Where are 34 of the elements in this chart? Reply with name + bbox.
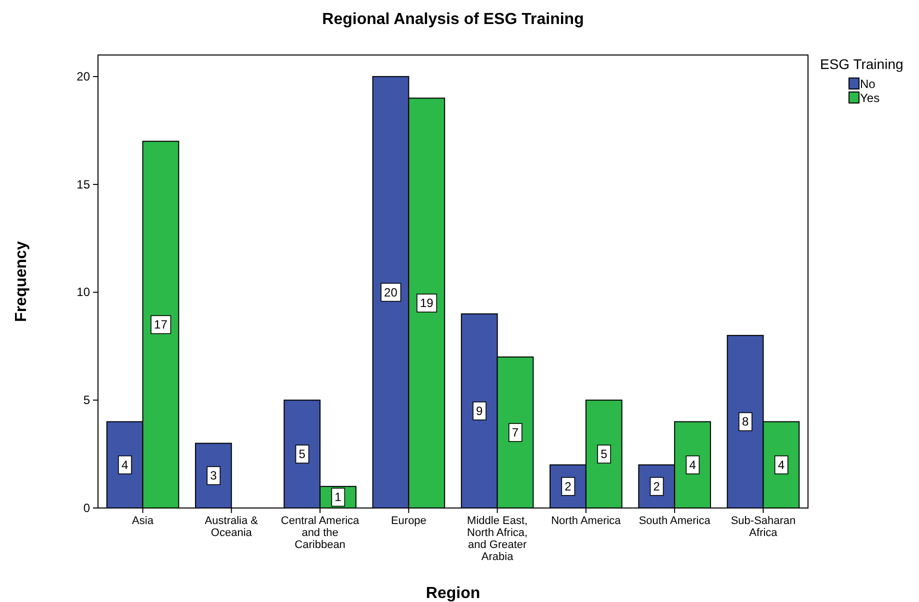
data-label: 3 — [210, 468, 218, 483]
y-tick-label: 15 — [76, 177, 90, 192]
data-label: 2 — [564, 479, 572, 494]
x-axis-title: Region — [426, 585, 480, 602]
x-tick-label: Australia & Oceania — [204, 514, 259, 539]
data-label: 8 — [742, 414, 749, 429]
x-tick-label: Sub-Saharan Africa — [730, 514, 796, 539]
x-tick-label: Central America and the Caribbean — [280, 514, 360, 552]
legend-label: Yes — [860, 91, 880, 105]
legend-title: ESG Training — [820, 56, 904, 72]
y-axis-title: Frequency — [13, 240, 30, 322]
data-label: 7 — [512, 426, 519, 440]
y-tick-label: 20 — [76, 69, 90, 84]
x-tick-label: South America — [638, 514, 712, 527]
x-tick-label: Asia — [132, 514, 154, 527]
y-tick-label: 5 — [83, 392, 90, 407]
data-label: 1 — [334, 490, 342, 504]
y-tick-label: 10 — [76, 285, 90, 300]
x-tick-label: Europe — [390, 514, 426, 527]
x-tick-label: Middle East, North Africa, and Greater Arabia — [467, 514, 528, 564]
y-tick-label: 0 — [83, 500, 90, 515]
x-tick-label: North America — [551, 514, 622, 527]
data-label: 17 — [154, 318, 168, 332]
legend-label: No — [860, 77, 876, 91]
data-label: 9 — [476, 404, 484, 418]
data-label: 5 — [600, 447, 608, 462]
data-label: 4 — [778, 458, 785, 472]
chart-title: Regional Analysis of ESG Training — [322, 11, 584, 28]
data-label: 4 — [689, 458, 696, 472]
data-label: 19 — [420, 296, 434, 310]
data-label: 4 — [121, 458, 128, 472]
data-label: 20 — [384, 285, 398, 300]
data-label: 5 — [298, 447, 306, 462]
data-label: 2 — [653, 479, 660, 494]
